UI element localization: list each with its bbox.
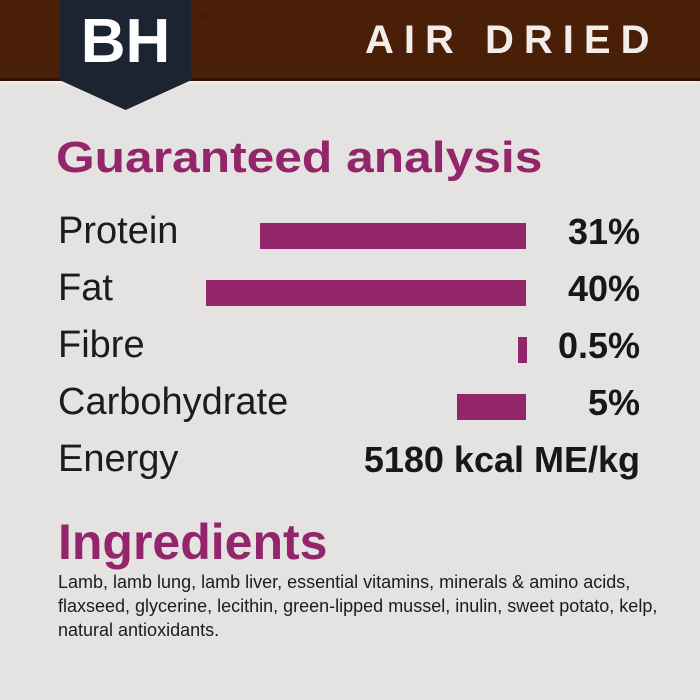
svg-text:M: M <box>202 11 210 22</box>
svg-text:BH: BH <box>81 14 171 70</box>
